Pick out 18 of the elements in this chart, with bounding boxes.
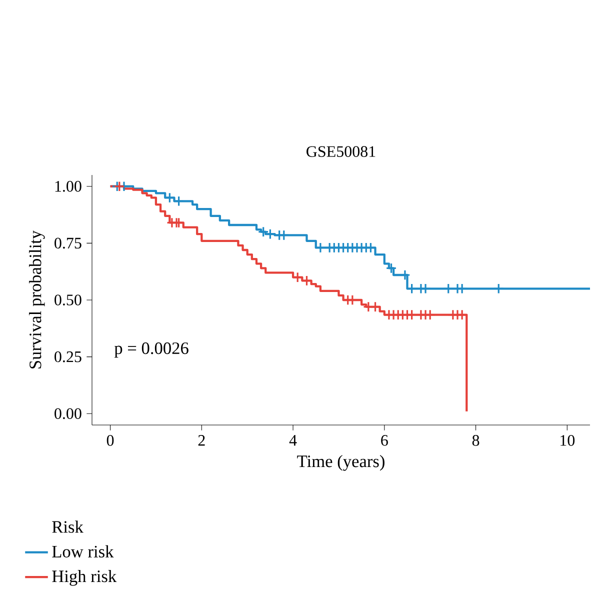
legend-label: High risk [52, 570, 117, 586]
y-tick-label: 0.25 [54, 351, 82, 362]
x-tick-label: 6 [381, 435, 388, 446]
x-tick-label: 2 [198, 435, 205, 446]
y-tick-label: 0.00 [54, 408, 82, 420]
legend-title: Risk [52, 520, 84, 533]
y-tick-label: 1.00 [55, 180, 82, 192]
x-tick-label: 4 [289, 435, 297, 446]
x-tick-label: 8 [472, 435, 480, 446]
x-tick-label: 0 [106, 435, 114, 446]
x-axis-title: Time (years) [297, 455, 384, 471]
y-tick-label: 0.75 [54, 238, 82, 249]
legend-label: Low risk [52, 545, 114, 558]
chart-title: GSE50081 [306, 146, 376, 157]
y-tick-label: 0.50 [54, 294, 82, 306]
annotation: p = 0.0026 [114, 342, 188, 358]
x-tick-label: 10 [560, 435, 575, 446]
y-axis-title: Survival probability [29, 230, 45, 368]
